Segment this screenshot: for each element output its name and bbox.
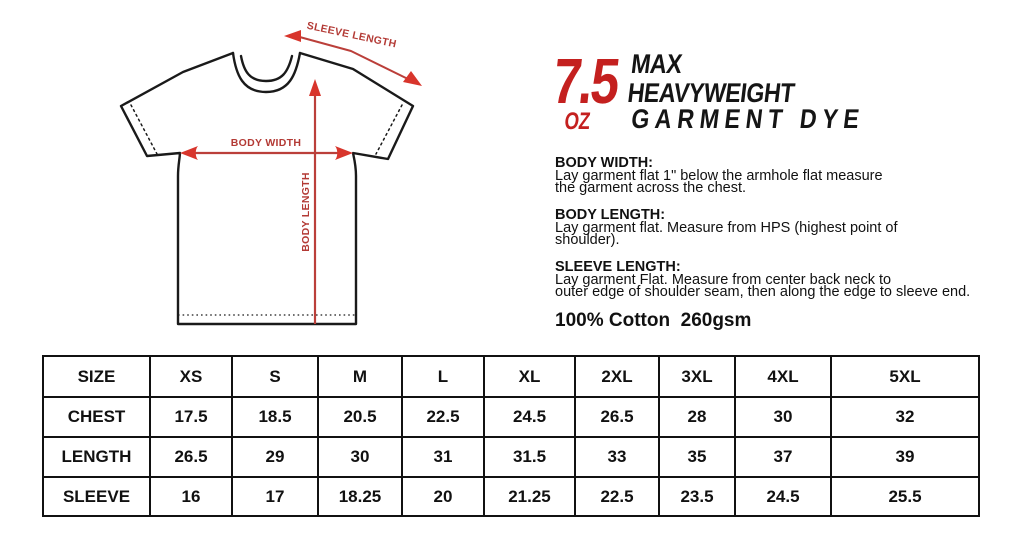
svg-text:BODY WIDTH: BODY WIDTH (231, 137, 301, 149)
svg-text:SLEEVE LENGTH: SLEEVE LENGTH (306, 20, 398, 51)
svg-text:BODY LENGTH: BODY LENGTH (300, 172, 312, 252)
